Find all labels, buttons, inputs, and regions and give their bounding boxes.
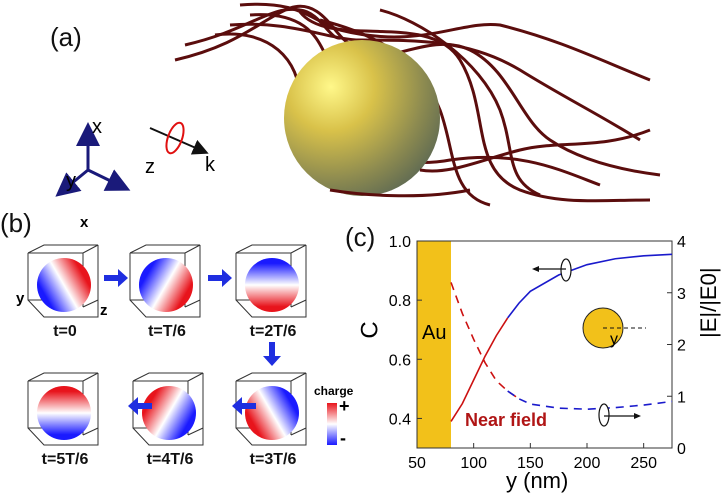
coordinate-triad — [55, 121, 209, 197]
sequence-arrow-icon — [104, 269, 128, 287]
series-left-far — [507, 253, 673, 319]
frame-box — [129, 244, 201, 318]
near-field-annotation: Near field — [465, 410, 548, 430]
panel-a-label: (a) — [50, 22, 82, 52]
y-right-tick-label: 4 — [677, 234, 686, 251]
field-lines — [174, 2, 661, 207]
colorbar-title: charge — [314, 384, 354, 398]
axis-x-label: x — [92, 116, 102, 138]
arrow-left-icon — [532, 266, 539, 272]
b-axis-x-label: x — [80, 214, 89, 231]
y-left-tick-label: 0.4 — [389, 411, 411, 428]
left-axis-label: C — [356, 321, 384, 339]
x-tick-label: 150 — [517, 455, 544, 472]
charge-sphere — [245, 386, 299, 440]
y-right-tick-label: 1 — [677, 389, 686, 406]
frame-box — [27, 372, 99, 446]
panel-c-label: (c) — [345, 222, 376, 252]
frame-time-label: t=3T/6 — [249, 451, 297, 468]
y-right-tick-label: 3 — [677, 286, 686, 303]
frame-box — [27, 244, 99, 318]
series-left-near — [450, 317, 509, 422]
charge-colorbar — [327, 403, 337, 445]
y-right-tick-label: 2 — [677, 338, 686, 355]
colorbar-plus: + — [339, 396, 350, 416]
charge-sphere — [142, 386, 196, 440]
x-tick-label: 100 — [460, 455, 487, 472]
b-axis-z-label: z — [100, 302, 108, 319]
au-region — [417, 241, 451, 448]
frame-time-label: t=T/6 — [148, 323, 186, 340]
polarization-rotation-icon — [165, 121, 185, 155]
charge-sphere — [245, 258, 299, 312]
frame-time-label: t=4T/6 — [146, 451, 194, 468]
x-tick-label: 50 — [408, 455, 426, 472]
frame-box — [235, 372, 307, 446]
panel-b-label: (b) — [0, 208, 32, 238]
x-axis-label: y (nm) — [506, 468, 569, 493]
frame-box — [235, 244, 307, 318]
b-axis-y-label: y — [16, 290, 25, 307]
frame-box — [132, 372, 204, 446]
right-axis-label: |E|/|E0| — [696, 267, 721, 338]
sequence-arrow-icon — [208, 269, 232, 287]
charge-sphere — [139, 258, 193, 312]
frame-time-label: t=5T/6 — [41, 451, 89, 468]
wavevector-k-label: k — [205, 154, 215, 176]
sequence-arrow-icon — [232, 397, 256, 415]
panel-b-charge-frames — [27, 244, 307, 446]
frame-time-label: t=0 — [53, 323, 77, 340]
x-tick-label: 250 — [630, 455, 657, 472]
axis-y-label: y — [66, 170, 76, 192]
axis-z-label: z — [145, 156, 155, 178]
series-right-near — [450, 282, 520, 400]
x-tick-label: 200 — [574, 455, 601, 472]
y-right-tick-label: 0 — [677, 441, 686, 458]
frame-time-label: t=2T/6 — [249, 323, 297, 340]
arrow-right-icon — [634, 413, 641, 419]
right-axis-indicator-ellipse — [598, 403, 610, 427]
charge-sphere — [37, 386, 91, 440]
panel-a-illustration — [55, 2, 661, 207]
gold-nanosphere — [284, 40, 440, 196]
left-axis-indicator-ellipse — [560, 258, 572, 282]
y-left-tick-label: 0.8 — [389, 293, 411, 310]
inset-y-label: y — [610, 331, 618, 348]
colorbar-minus: - — [340, 428, 346, 448]
y-left-tick-label: 0.6 — [389, 352, 411, 369]
series-right-far — [507, 390, 673, 410]
sequence-arrow-icon — [128, 397, 152, 415]
sequence-arrow-icon — [263, 342, 281, 366]
au-region-label: Au — [422, 322, 447, 344]
y-left-tick-label: 1.0 — [389, 234, 411, 251]
charge-sphere — [37, 258, 91, 312]
